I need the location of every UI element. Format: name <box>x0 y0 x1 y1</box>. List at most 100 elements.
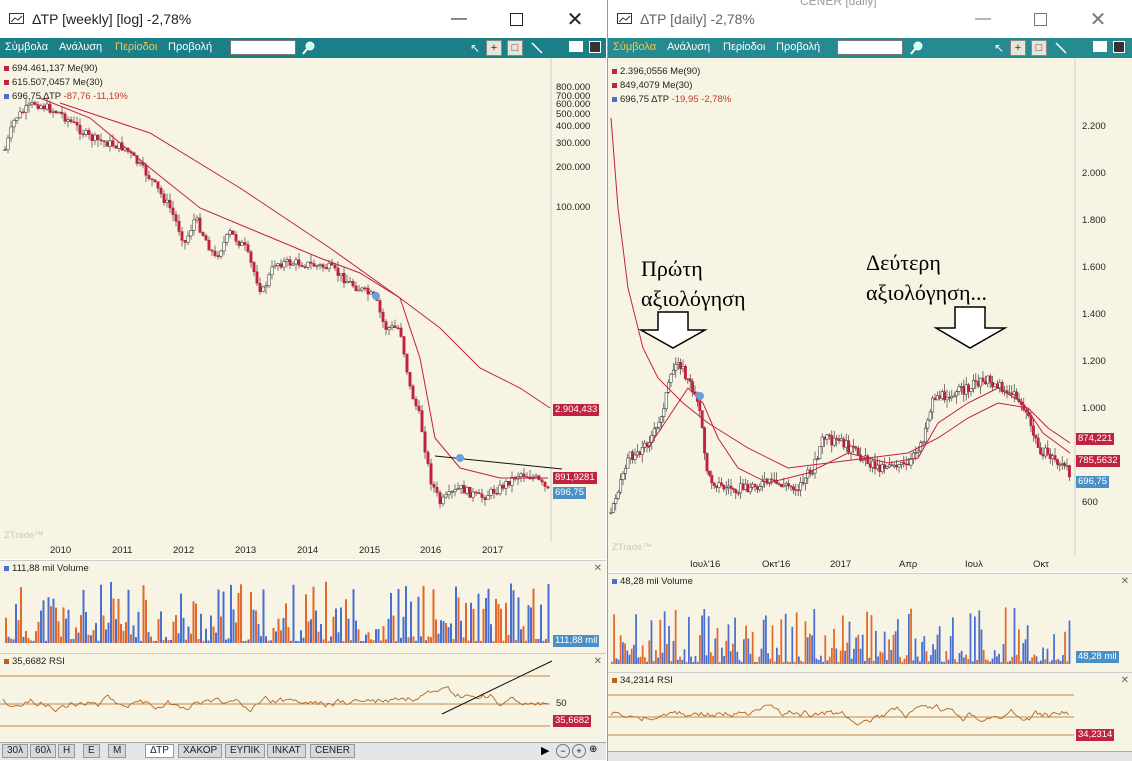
candle-body <box>396 327 400 329</box>
cursor-tool-icon[interactable]: ↖ <box>994 41 1005 55</box>
volume-bar <box>1057 658 1060 664</box>
weekly-price-chart[interactable]: 694.461,137 Me(90) 615.507,0457 Me(30) 6… <box>0 58 606 559</box>
menu-periods[interactable]: Περίοδοι <box>115 41 158 53</box>
tab-weekly[interactable]: Ε <box>83 744 100 758</box>
volume-bar <box>522 626 525 643</box>
close-panel-icon[interactable]: ✕ <box>593 563 602 574</box>
tab-symbol-xakor[interactable]: ΧΑΚΟΡ <box>178 744 223 758</box>
crosshair-tool-button[interactable]: + <box>486 40 502 56</box>
candle-body <box>907 463 911 466</box>
title-bar: CENER [daily] ΔΤΡ [daily] -2,78% — ✕ <box>608 0 1132 38</box>
candle-body <box>1058 464 1062 466</box>
close-button[interactable]: ✕ <box>566 8 584 31</box>
save-icon[interactable] <box>589 41 601 53</box>
close-button[interactable]: ✕ <box>1089 8 1107 31</box>
volume-bar <box>452 639 455 643</box>
chart-type-icon[interactable] <box>569 41 583 52</box>
tab-60min[interactable]: 60λ <box>30 744 57 758</box>
volume-bar <box>989 661 992 664</box>
volume-bar <box>540 604 542 643</box>
volume-bar <box>300 630 302 643</box>
volume-bar <box>881 652 884 664</box>
candle-body <box>123 147 127 151</box>
chart-type-icon[interactable] <box>1093 41 1107 52</box>
candle-body <box>222 242 226 252</box>
maximize-button[interactable] <box>1021 6 1059 32</box>
legend-price-text: 696,75 ΔΤΡ <box>12 91 61 102</box>
candle-body <box>93 134 97 141</box>
menu-analysis[interactable]: Ανάλυση <box>59 41 103 53</box>
menu-symbols[interactable]: Σύμβολα <box>613 41 657 53</box>
daily-price-chart[interactable]: 2.396,0556 Me(90) 849,4079 Me(30) 696,75… <box>608 58 1132 572</box>
close-panel-icon[interactable]: ✕ <box>1120 675 1129 686</box>
crosshair-tool-button[interactable]: + <box>1010 40 1026 56</box>
tab-daily[interactable]: Η <box>58 744 76 758</box>
volume-bar <box>1035 656 1038 664</box>
tab-symbol-dtr[interactable]: ΔΤΡ <box>145 744 174 758</box>
volume-bar <box>412 636 415 643</box>
candle-body <box>114 145 118 149</box>
volume-bar <box>40 610 42 643</box>
volume-panel[interactable]: 48,28 mil Volume ✕ 48,28 mil <box>608 573 1132 672</box>
line-tool-icon[interactable] <box>530 41 544 60</box>
volume-bar <box>850 658 853 664</box>
rectangle-tool-button[interactable]: □ <box>1031 40 1047 56</box>
tab-symbol-eypik[interactable]: ΕΥΠΙΚ <box>225 744 266 758</box>
maximize-button[interactable] <box>497 6 535 32</box>
volume-bar <box>512 590 515 643</box>
volume-bar <box>903 658 906 664</box>
volume-bar <box>743 639 745 664</box>
rsi-panel[interactable]: 34,2314 RSI ✕ 34,2314 <box>608 672 1132 751</box>
tab-monthly[interactable]: Μ <box>108 744 127 758</box>
tab-30min[interactable]: 30λ <box>2 744 29 758</box>
zoom-in-icon[interactable]: + <box>572 744 586 758</box>
tab-symbol-inkat[interactable]: ΙΝΚΑΤ <box>267 744 306 758</box>
annotation-line: Πρώτη <box>641 256 703 281</box>
candle-body <box>959 386 963 388</box>
menu-view[interactable]: Προβολή <box>776 41 821 53</box>
volume-bar <box>760 648 763 664</box>
close-panel-icon[interactable]: ✕ <box>593 656 602 667</box>
candle-body <box>1041 453 1045 457</box>
candle-body <box>791 486 795 491</box>
volume-bar <box>897 619 899 664</box>
volume-bar <box>894 631 897 664</box>
ma90-price-tag: 785,5632 <box>1076 455 1120 467</box>
volume-bar <box>252 609 255 643</box>
ma30-price-tag: 874,221 <box>1076 433 1115 445</box>
symbol-search-input[interactable] <box>837 40 903 55</box>
menu-periods[interactable]: Περίοδοι <box>723 41 766 53</box>
volume-bar <box>630 648 633 664</box>
search-icon[interactable] <box>302 41 316 55</box>
search-icon[interactable] <box>910 41 924 55</box>
rsi-plot <box>608 694 1074 736</box>
close-panel-icon[interactable]: ✕ <box>1120 576 1129 587</box>
rsi-panel[interactable]: 35,6682 RSI ✕ 50 35,6682 <box>0 653 606 742</box>
volume-panel[interactable]: 111,88 mil Volume ✕ 111,88 mil <box>0 560 606 653</box>
save-icon[interactable] <box>1113 41 1125 53</box>
line-tool-icon[interactable] <box>1054 41 1068 60</box>
cursor-tool-icon[interactable]: ↖ <box>470 41 481 55</box>
volume-bar <box>187 626 190 643</box>
menu-view[interactable]: Προβολή <box>168 41 213 53</box>
add-panel-icon[interactable]: ⊕ <box>589 744 598 755</box>
minimize-button[interactable]: — <box>451 10 467 27</box>
volume-bar <box>655 650 657 664</box>
volume-bar <box>7 636 10 643</box>
volume-bar <box>758 656 761 664</box>
volume-bar <box>95 623 97 643</box>
legend-swatch <box>612 82 617 88</box>
menu-symbols[interactable]: Σύμβολα <box>5 41 49 53</box>
rectangle-tool-button[interactable]: □ <box>507 40 523 56</box>
tabs-scroll-right-icon[interactable]: ▶ <box>541 745 550 757</box>
candle-body <box>753 483 757 488</box>
candle-body <box>758 486 762 490</box>
volume-bar <box>1011 656 1014 664</box>
tab-symbol-cener[interactable]: CENER <box>310 744 356 758</box>
menu-analysis[interactable]: Ανάλυση <box>667 41 711 53</box>
symbol-search-input[interactable] <box>230 40 296 55</box>
zoom-out-icon[interactable]: − <box>556 744 570 758</box>
candle-body <box>614 498 618 504</box>
minimize-button[interactable]: — <box>975 10 991 27</box>
candle-body <box>683 366 687 379</box>
